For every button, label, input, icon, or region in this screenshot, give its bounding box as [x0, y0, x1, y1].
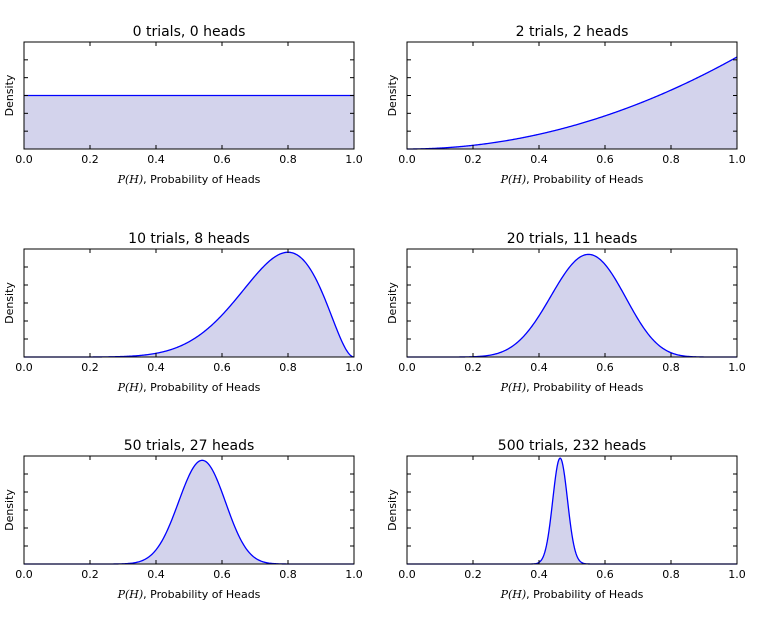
- chart-5-ylabel: Density: [3, 489, 16, 531]
- chart-5-xtick-label: 0.8: [279, 568, 297, 581]
- chart-4-ylabel: Density: [386, 282, 399, 324]
- chart-5: 0.0 0.2 0.4 0.6 0.8 1.0 50 trials, 27 heads P(H…: [3, 438, 363, 601]
- chart-3-xlabel-math: P(H): [117, 381, 144, 394]
- chart-3-xlabel: P(H), Probability of Heads: [117, 381, 261, 394]
- chart-3-xtick-label: 1.0: [345, 361, 363, 374]
- chart-3-density-fill: [24, 252, 354, 357]
- chart-1-xlabel: P(H), Probability of Heads: [117, 173, 261, 186]
- chart-2-xlabel-text: , Probability of Heads: [526, 173, 643, 186]
- chart-4: 0.0 0.2 0.4 0.6 0.8 1.0 20 trials, 11 heads P(H…: [386, 231, 746, 394]
- chart-3-xtick-label: 0.2: [81, 361, 99, 374]
- chart-5-xlabel: P(H), Probability of Heads: [117, 588, 261, 601]
- chart-2-density-line: [407, 56, 738, 150]
- chart-6: 0.0 0.2 0.4 0.6 0.8 1.0 500 trials, 232 heads P…: [386, 438, 746, 601]
- chart-2-xtick-label: 1.0: [728, 153, 746, 166]
- chart-6-ylabel: Density: [386, 489, 399, 531]
- chart-4-xlabel-text: , Probability of Heads: [526, 381, 643, 394]
- chart-1-xlabel-text: , Probability of Heads: [143, 173, 260, 186]
- chart-3-xtick-label: 0.0: [15, 361, 33, 374]
- chart-1: 0.0 0.2 0.4 0.6 0.8 1.0 0 trials, 0 heads P(H),…: [3, 24, 363, 186]
- chart-5-density-fill: [24, 460, 354, 564]
- chart-4-xtick-label: 0.8: [662, 361, 680, 374]
- chart-5-xlabel-text: , Probability of Heads: [143, 588, 260, 601]
- chart-6-title: 500 trials, 232 heads: [498, 438, 646, 454]
- chart-2-xlabel-math: P(H): [500, 173, 527, 186]
- chart-4-density-fill: [407, 254, 737, 357]
- chart-4-xtick-label: 0.2: [464, 361, 482, 374]
- chart-1-xtick-label: 0.6: [213, 153, 231, 166]
- chart-3-xtick-label: 0.8: [279, 361, 297, 374]
- chart-2-title: 2 trials, 2 heads: [516, 24, 629, 40]
- chart-4-title: 20 trials, 11 heads: [507, 231, 638, 247]
- chart-1-xtick-label: 1.0: [345, 153, 363, 166]
- chart-3-ylabel: Density: [3, 282, 16, 324]
- chart-1-xtick-label: 0.0: [15, 153, 33, 166]
- chart-5-xtick-label: 0.2: [81, 568, 99, 581]
- chart-3-xlabel-text: , Probability of Heads: [143, 381, 260, 394]
- chart-2: 0.0 0.2 0.4 0.6 0.8 1.0 2 trials, 2 heads P(H),…: [386, 24, 746, 186]
- chart-1-xlabel-math: P(H): [117, 173, 144, 186]
- chart-6-xtick-label: 0.2: [464, 568, 482, 581]
- chart-2-xtick-label: 0.0: [398, 153, 416, 166]
- chart-1-ylabel: Density: [3, 74, 16, 116]
- chart-4-xlabel: P(H), Probability of Heads: [500, 381, 644, 394]
- chart-5-xtick-label: 0.4: [147, 568, 165, 581]
- chart-6-xtick-label: 0.6: [596, 568, 614, 581]
- chart-6-xtick-label: 1.0: [728, 568, 746, 581]
- chart-2-ylabel: Density: [386, 74, 399, 116]
- chart-3-xtick-label: 0.4: [147, 361, 165, 374]
- chart-6-xtick-label: 0.0: [398, 568, 416, 581]
- chart-2-density-fill: [407, 56, 737, 150]
- chart-3-title: 10 trials, 8 heads: [128, 231, 250, 247]
- chart-5-xtick-label: 0.0: [15, 568, 33, 581]
- chart-1-density-fill: [24, 95, 354, 149]
- chart-5-xlabel-math: P(H): [117, 588, 144, 601]
- chart-5-title: 50 trials, 27 heads: [124, 438, 255, 454]
- chart-1-title: 0 trials, 0 heads: [133, 24, 246, 40]
- chart-6-density-fill: [407, 458, 737, 564]
- chart-5-xtick-label: 1.0: [345, 568, 363, 581]
- chart-6-xtick-label: 0.8: [662, 568, 680, 581]
- chart-4-xtick-label: 0.4: [530, 361, 548, 374]
- chart-3-xtick-label: 0.6: [213, 361, 231, 374]
- chart-2-xtick-label: 0.4: [530, 153, 548, 166]
- chart-2-xtick-label: 0.2: [464, 153, 482, 166]
- chart-1-xtick-label: 0.8: [279, 153, 297, 166]
- chart-6-xlabel: P(H), Probability of Heads: [500, 588, 644, 601]
- chart-4-xtick-label: 1.0: [728, 361, 746, 374]
- chart-2-xtick-label: 0.6: [596, 153, 614, 166]
- chart-4-xlabel-math: P(H): [500, 381, 527, 394]
- chart-5-xtick-label: 0.6: [213, 568, 231, 581]
- chart-1-xtick-label: 0.2: [81, 153, 99, 166]
- chart-4-xtick-label: 0.0: [398, 361, 416, 374]
- chart-2-xlabel: P(H), Probability of Heads: [500, 173, 644, 186]
- chart-4-xtick-label: 0.6: [596, 361, 614, 374]
- chart-1-xtick-label: 0.4: [147, 153, 165, 166]
- chart-3: 0.0 0.2 0.4 0.6 0.8 1.0 10 trials, 8 heads P(H)…: [3, 231, 363, 394]
- chart-2-xtick-label: 0.8: [662, 153, 680, 166]
- chart-6-xtick-label: 0.4: [530, 568, 548, 581]
- chart-6-xlabel-math: P(H): [500, 588, 527, 601]
- chart-6-xlabel-text: , Probability of Heads: [526, 588, 643, 601]
